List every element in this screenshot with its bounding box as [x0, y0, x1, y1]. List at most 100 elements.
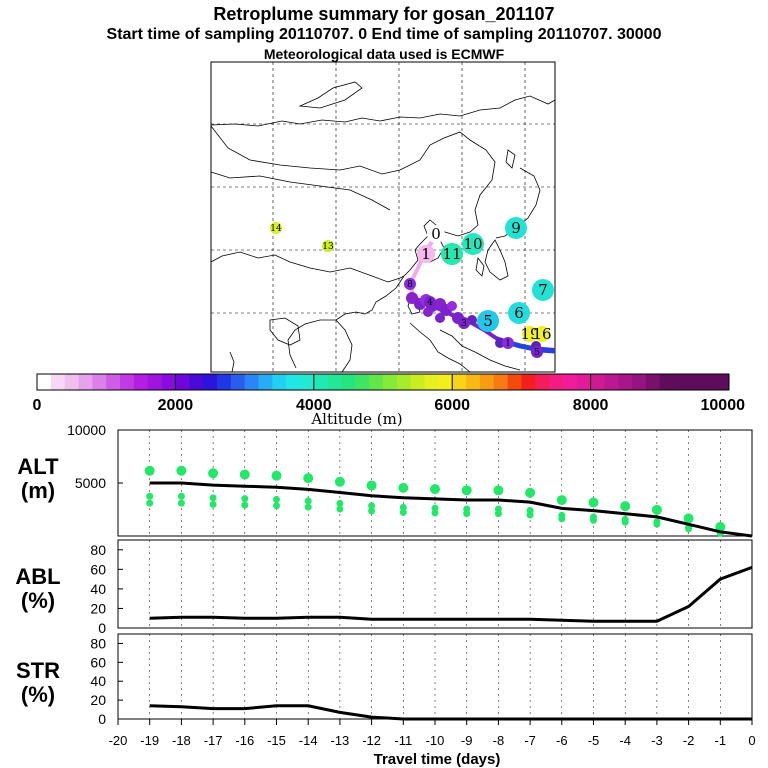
ensemble-dot — [208, 468, 219, 479]
ensemble-dot — [685, 525, 693, 533]
ensemble-dot — [621, 518, 629, 526]
ensemble-dot — [241, 501, 249, 509]
colorbar-cell — [424, 374, 439, 390]
colorbar-cell — [479, 374, 495, 390]
ensemble-dot — [556, 495, 567, 506]
trajectory-marker — [522, 326, 538, 342]
x-tick-label: -15 — [267, 733, 286, 748]
panel-ylabel: ABL — [15, 564, 60, 589]
panel-ylabel: ALT — [17, 454, 59, 479]
series-line — [149, 481, 753, 538]
colorbar-cell — [562, 374, 578, 390]
trajectory-day-labels: 141301211109765341916815 — [270, 217, 554, 358]
colorbar-cell — [493, 374, 508, 390]
y-tick-label: 40 — [90, 581, 106, 597]
colorbar-tick-label: 4000 — [296, 397, 332, 414]
ensemble-dot — [399, 503, 407, 511]
x-tick-label: -9 — [461, 733, 473, 748]
trajectory-marker — [441, 243, 463, 265]
trajectory-map: 141301211109765341916815 — [210, 61, 556, 373]
ensemble-dot — [526, 511, 534, 519]
ensemble-dot — [303, 473, 314, 484]
panel-str: 0 20 40 60 80 STR(%) — [16, 633, 753, 727]
trajectory-day-label: 14 — [270, 224, 282, 234]
x-tick-label: -19 — [140, 733, 159, 748]
colorbar-cell — [618, 374, 633, 390]
colorbar-cell — [659, 374, 675, 390]
colorbar-cell — [230, 374, 245, 390]
colorbar-cell — [535, 374, 550, 390]
colorbar-cell — [604, 374, 619, 390]
trajectory-marker — [458, 317, 470, 329]
colorbar-cell — [64, 374, 79, 390]
y-tick-label: 0 — [98, 620, 106, 636]
ensemble-dot — [683, 513, 694, 524]
colorbar-cell — [327, 374, 342, 390]
ensemble-dot — [336, 505, 344, 513]
y-tick-label: 40 — [90, 673, 106, 689]
ensemble-dot — [209, 500, 217, 508]
colorbar-cell — [355, 374, 370, 390]
trajectory-day-label: 1 — [421, 245, 431, 263]
series-line — [149, 565, 753, 623]
x-tick-label: -17 — [204, 733, 223, 748]
y-tick-label: 20 — [90, 600, 106, 616]
colorbar-cell — [452, 374, 467, 390]
ensemble-dot — [304, 497, 312, 505]
trajectory-day-label: 5 — [483, 312, 493, 330]
y-tick-label: 0 — [98, 711, 106, 727]
ensemble-dot — [368, 502, 376, 510]
trajectory-day-label: 13 — [322, 242, 334, 252]
x-axis: -20 -19 -18 -17 -16 -15 -14 -13 -12 -11 -10 -9 -8 -7-… — [109, 719, 756, 748]
y-tick-label: 5000 — [75, 475, 106, 491]
ensemble-dot — [177, 499, 185, 507]
colorbar-tick-label: 0 — [33, 397, 42, 414]
trajectory-day-label: 10 — [463, 235, 482, 253]
x-tick-label: -3 — [651, 733, 663, 748]
ensemble-dot — [273, 502, 280, 510]
trajectory-day-label: 4 — [427, 298, 433, 308]
chart-title: Retroplume summary for gosan_201107 — [213, 4, 555, 24]
x-tick-label: -12 — [362, 733, 381, 748]
panel-yunit: (%) — [21, 588, 55, 613]
trajectory-marker — [531, 346, 543, 358]
colorbar-cell — [37, 374, 52, 390]
colorbar-cell — [175, 374, 190, 390]
colorbar-cell — [133, 374, 149, 390]
trajectory-day-label: 19 — [520, 325, 539, 343]
colorbar-cell — [383, 374, 398, 390]
colorbar-cell — [341, 374, 356, 390]
colorbar-cell — [161, 374, 176, 390]
x-tick-label: -8 — [493, 733, 505, 748]
colorbar-cell — [299, 374, 315, 390]
y-tick-label: 60 — [90, 654, 106, 670]
trajectory-day-label: 11 — [442, 245, 461, 263]
colorbar-cell — [576, 374, 591, 390]
ensemble-dot — [398, 482, 409, 493]
altitude-colorbar: 0 2000 4000 6000 8000 10000 Altitude (m) — [33, 373, 746, 428]
colorbar-tick-label: 10000 — [701, 397, 746, 414]
ensemble-dot — [493, 485, 504, 496]
colorbar-cell — [189, 374, 204, 390]
trajectory-marker — [477, 310, 499, 332]
ensemble-dot — [651, 504, 662, 515]
colorbar-tick-label: 2000 — [158, 397, 194, 414]
ensemble-dot — [463, 510, 471, 518]
x-tick-label: -16 — [235, 733, 254, 748]
colorbar-tick-label: 6000 — [434, 397, 470, 414]
colorbar-cell — [244, 374, 259, 390]
panel-yunit: (%) — [21, 682, 55, 707]
colorbar-cell — [466, 374, 481, 390]
trajectory-day-label: 1 — [505, 339, 511, 349]
colorbar-cell — [369, 374, 384, 390]
sampling-time-subtitle: Start time of sampling 20110707. 0 End t… — [106, 26, 662, 43]
x-tick-label: -5 — [588, 733, 600, 748]
colorbar-cell — [521, 374, 536, 390]
trajectory-marker — [534, 326, 550, 342]
ensemble-dot — [430, 484, 440, 495]
x-tick-label: -4 — [619, 733, 631, 748]
colorbar-cell — [147, 374, 162, 390]
ensemble-dot — [368, 507, 376, 515]
colorbar-cell — [673, 374, 688, 390]
